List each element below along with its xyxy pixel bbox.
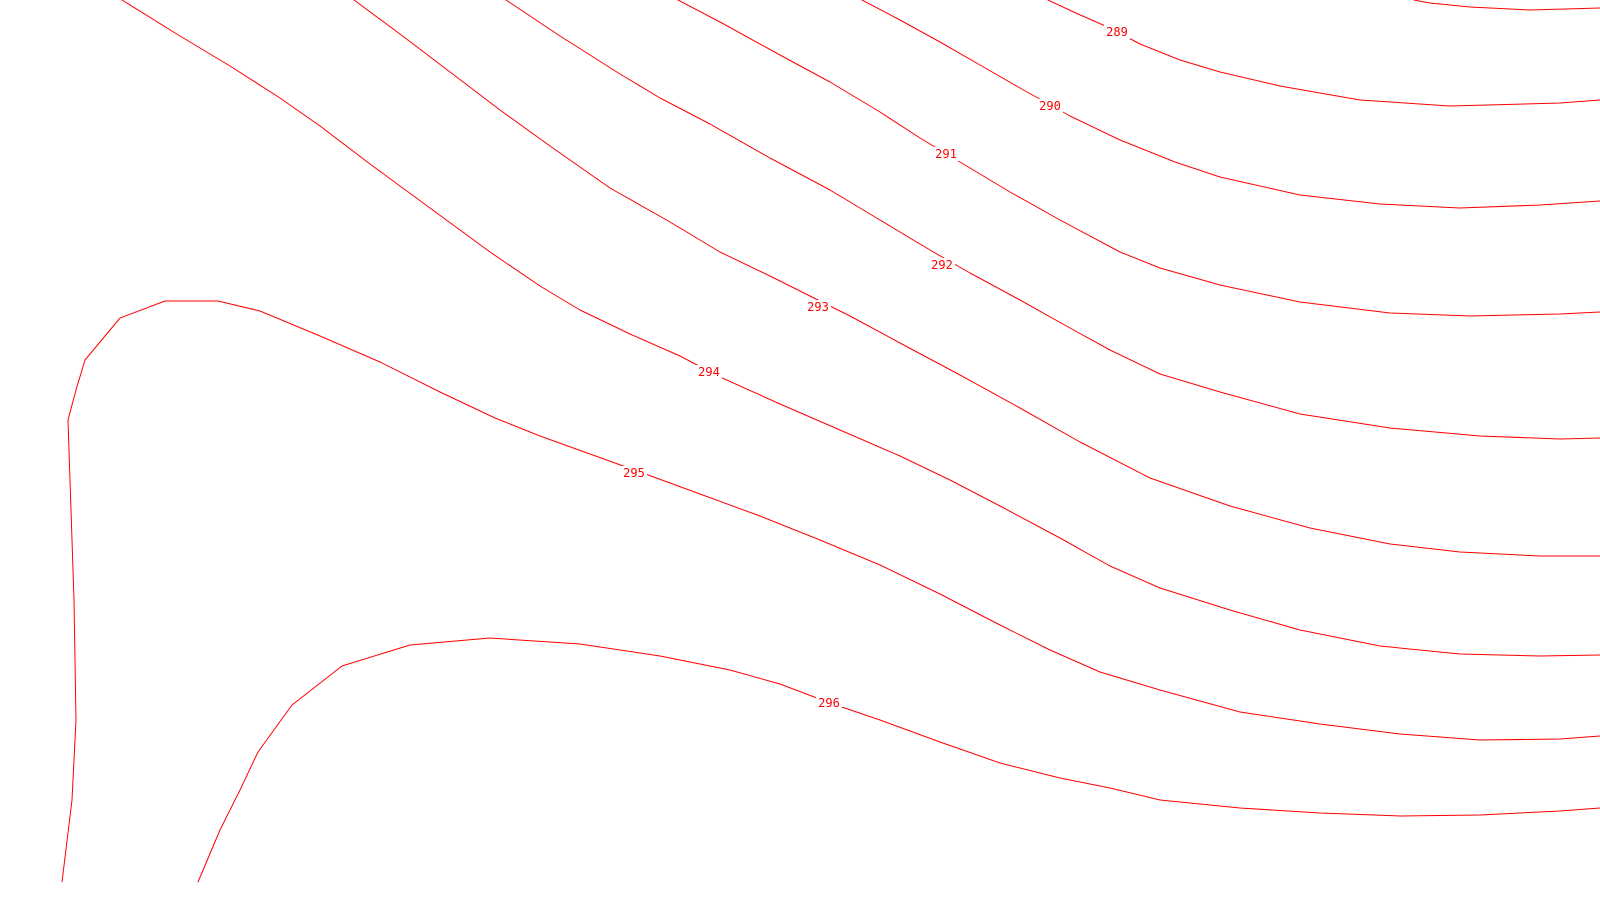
contour-lines (61, 0, 1600, 883)
contour-label-294: 294 (698, 365, 720, 379)
contour-label-background-289 (1104, 25, 1130, 39)
contour-label-293: 293 (807, 300, 829, 314)
contour-label-background-296 (816, 696, 842, 710)
contour-line-292 (505, 0, 1600, 440)
contour-line-293 (353, 0, 1600, 557)
contour-line-295 (61, 300, 1600, 883)
contour-label-289: 289 (1106, 25, 1128, 39)
contour-label-291: 291 (935, 147, 957, 161)
contour-line-296 (197, 637, 1600, 883)
contour-label-296: 296 (818, 696, 840, 710)
contour-label-292: 292 (931, 258, 953, 272)
contour-label-background-291 (933, 147, 959, 161)
contour-line-289-part-2 (1413, 0, 1600, 11)
contour-line-291 (677, 0, 1600, 317)
contour-label-background-293 (805, 300, 831, 314)
contour-label-290: 290 (1039, 99, 1061, 113)
contour-label-background-294 (696, 365, 722, 379)
contour-label-background-292 (929, 258, 955, 272)
contour-label-295: 295 (623, 466, 645, 480)
contour-labels: 289 290 291 292 293 294 295 296 (621, 25, 1130, 710)
contour-line-289 (1047, 0, 1600, 107)
contour-label-background-290 (1037, 99, 1063, 113)
contour-line-290 (861, 0, 1600, 209)
contour-label-background-295 (621, 466, 647, 480)
contour-line-294 (121, 0, 1600, 657)
